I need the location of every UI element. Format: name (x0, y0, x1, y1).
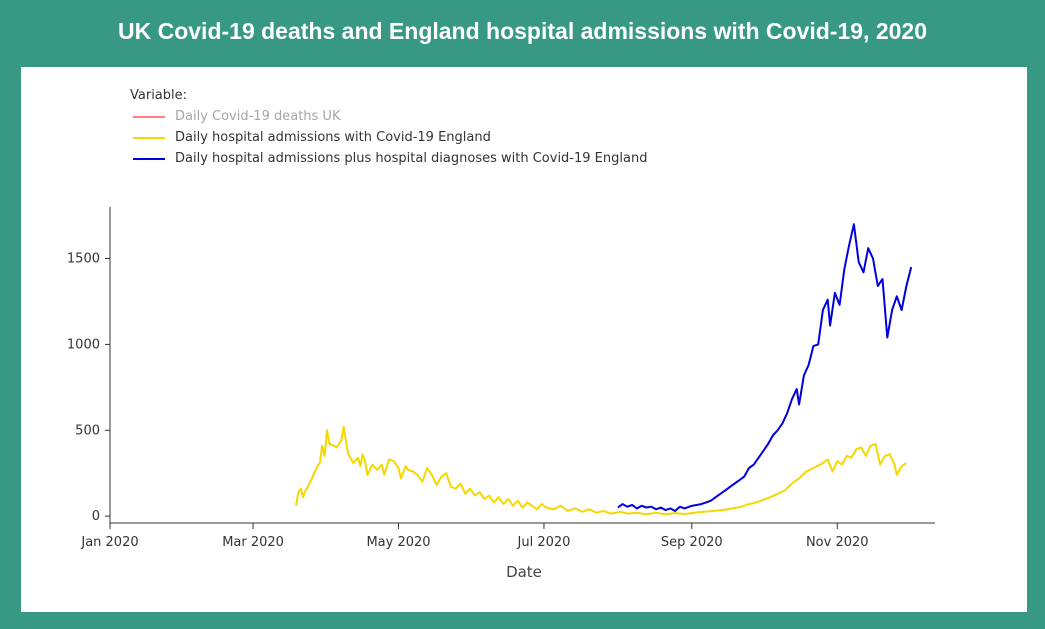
x-axis-label: Date (506, 563, 542, 581)
legend-item-deaths[interactable]: Daily Covid-19 deaths UK (130, 106, 647, 127)
page-title: UK Covid-19 deaths and England hospital … (118, 17, 927, 44)
legend-title: Variable: (130, 88, 188, 103)
x-tick-label: Nov 2020 (806, 535, 869, 550)
x-tick-label: May 2020 (366, 535, 430, 550)
axis-ticks: 0 500 1000 1500 Jan 2020 Mar 2020 May 2020 Jul … (67, 252, 869, 550)
axes (109, 207, 935, 524)
legend-swatch-deaths (133, 115, 165, 118)
x-tick-label: Jan 2020 (80, 535, 138, 550)
legend-label-admissions-diagnoses: Daily hospital admissions plus hospital … (175, 151, 648, 166)
y-tick-label: 0 (92, 509, 100, 524)
series-lines (295, 223, 913, 516)
y-tick-label: 1500 (67, 252, 100, 267)
chart-panel: 0 500 1000 1500 Jan 2020 Mar 2020 May 2020 Jul … (21, 67, 1027, 612)
series-line-1 (295, 425, 907, 516)
x-tick-label: Jul 2020 (517, 535, 571, 550)
legend-item-admissions[interactable]: Daily hospital admissions with Covid-19 … (130, 127, 647, 148)
legend-label-deaths: Daily Covid-19 deaths UK (175, 109, 341, 124)
legend-swatch-admissions (133, 136, 165, 139)
legend-item-admissions-diagnoses[interactable]: Daily hospital admissions plus hospital … (130, 148, 647, 169)
y-tick-label: 500 (75, 423, 100, 438)
legend: Variable: Daily Covid-19 deaths UK Daily… (130, 85, 647, 169)
x-tick-label: Mar 2020 (222, 535, 284, 550)
series-line-2 (617, 223, 913, 512)
legend-swatch-admissions-diagnoses (133, 157, 165, 160)
x-tick-label: Sep 2020 (661, 535, 723, 550)
chart-svg: 0 500 1000 1500 Jan 2020 Mar 2020 May 2020 Jul … (67, 207, 935, 581)
y-tick-label: 1000 (67, 337, 100, 352)
legend-label-admissions: Daily hospital admissions with Covid-19 … (175, 130, 491, 145)
